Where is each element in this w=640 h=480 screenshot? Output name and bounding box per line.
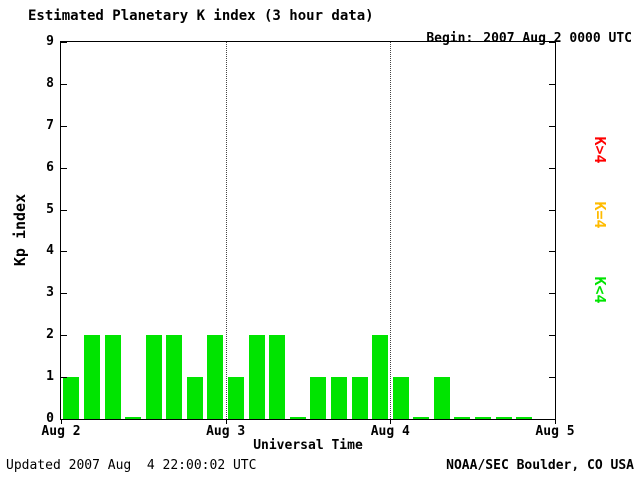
updated-timestamp: Updated 2007 Aug 4 22:00:02 UTC	[6, 458, 257, 473]
y-tick-label: 0	[46, 411, 54, 426]
x-tick-mark	[390, 420, 392, 424]
x-tick-mark	[555, 420, 556, 424]
kp-bar	[516, 417, 533, 419]
y-tick-mark	[549, 419, 555, 420]
x-tick-label: Aug 4	[370, 424, 410, 439]
kp-bar	[495, 417, 512, 419]
chart-title: Estimated Planetary K index (3 hour data…	[28, 8, 374, 24]
x-tick-label: Aug 3	[206, 424, 246, 439]
y-tick-mark	[61, 377, 67, 379]
kp-bar	[454, 417, 471, 419]
kp-bar	[166, 335, 183, 419]
kp-bar	[413, 417, 430, 419]
y-axis-label: Kp index	[11, 193, 29, 267]
y-tick-mark	[549, 377, 555, 379]
y-tick-mark	[61, 83, 67, 85]
y-tick-mark	[549, 209, 555, 211]
y-tick-label: 4	[46, 243, 54, 259]
y-tick-mark	[549, 125, 555, 127]
y-tick-mark	[61, 125, 67, 127]
kp-bar	[475, 417, 491, 419]
kp-bar	[248, 335, 265, 419]
y-tick-label: 8	[46, 75, 54, 91]
y-tick-mark	[61, 419, 67, 420]
y-tick-mark	[61, 251, 67, 253]
y-tick-label: 1	[46, 369, 54, 385]
y-tick-mark	[61, 335, 67, 337]
legend-k-below-4: K<4	[591, 276, 609, 304]
kp-bar	[351, 377, 368, 419]
y-tick-mark	[61, 293, 67, 295]
kp-bar	[228, 377, 244, 419]
begin-time: Begin: 2007 Aug 2 0000 UTC	[395, 16, 632, 61]
plot-area	[60, 41, 556, 420]
kp-bar	[392, 377, 409, 419]
x-axis-label: Universal Time	[253, 438, 363, 453]
y-tick-mark	[549, 335, 555, 337]
y-tick-mark	[549, 83, 555, 85]
attribution: NOAA/SEC Boulder, CO USA	[446, 458, 634, 473]
kp-bar	[83, 335, 100, 419]
kp-bar	[125, 417, 141, 419]
kp-bar	[330, 377, 347, 419]
kp-bar	[186, 377, 203, 419]
y-tick-label: 9	[46, 34, 54, 49]
kp-bar	[433, 377, 450, 419]
y-tick-mark	[61, 209, 67, 211]
kp-bar	[145, 335, 162, 419]
y-tick-label: 6	[46, 159, 54, 175]
y-tick-mark	[549, 251, 555, 253]
y-tick-label: 3	[46, 285, 54, 301]
x-tick-mark	[61, 420, 62, 424]
y-tick-mark	[549, 167, 555, 169]
day-boundary-gridline	[390, 42, 392, 419]
kp-bar	[269, 335, 286, 419]
y-tick-label: 5	[46, 201, 54, 217]
x-tick-mark	[225, 420, 227, 424]
begin-label: Begin:	[426, 31, 474, 46]
x-tick-label: Aug 5	[535, 424, 575, 439]
kp-bar	[63, 377, 80, 419]
y-tick-mark	[549, 42, 555, 43]
kp-bar	[372, 335, 389, 419]
y-tick-label: 2	[46, 327, 54, 343]
legend-k-above-4: K>4	[591, 136, 609, 164]
y-tick-label: 7	[46, 117, 54, 133]
kp-bar	[310, 377, 327, 419]
y-tick-mark	[61, 167, 67, 169]
kp-bar	[207, 335, 224, 419]
day-boundary-gridline	[225, 42, 227, 419]
y-tick-mark	[549, 293, 555, 295]
x-tick-label: Aug 2	[41, 424, 81, 439]
begin-value: 2007 Aug 2 0000 UTC	[483, 31, 632, 46]
kp-bar	[104, 335, 121, 419]
kp-bar	[289, 417, 306, 419]
legend-k-equals-4: K=4	[591, 201, 609, 229]
y-tick-mark	[61, 42, 67, 43]
